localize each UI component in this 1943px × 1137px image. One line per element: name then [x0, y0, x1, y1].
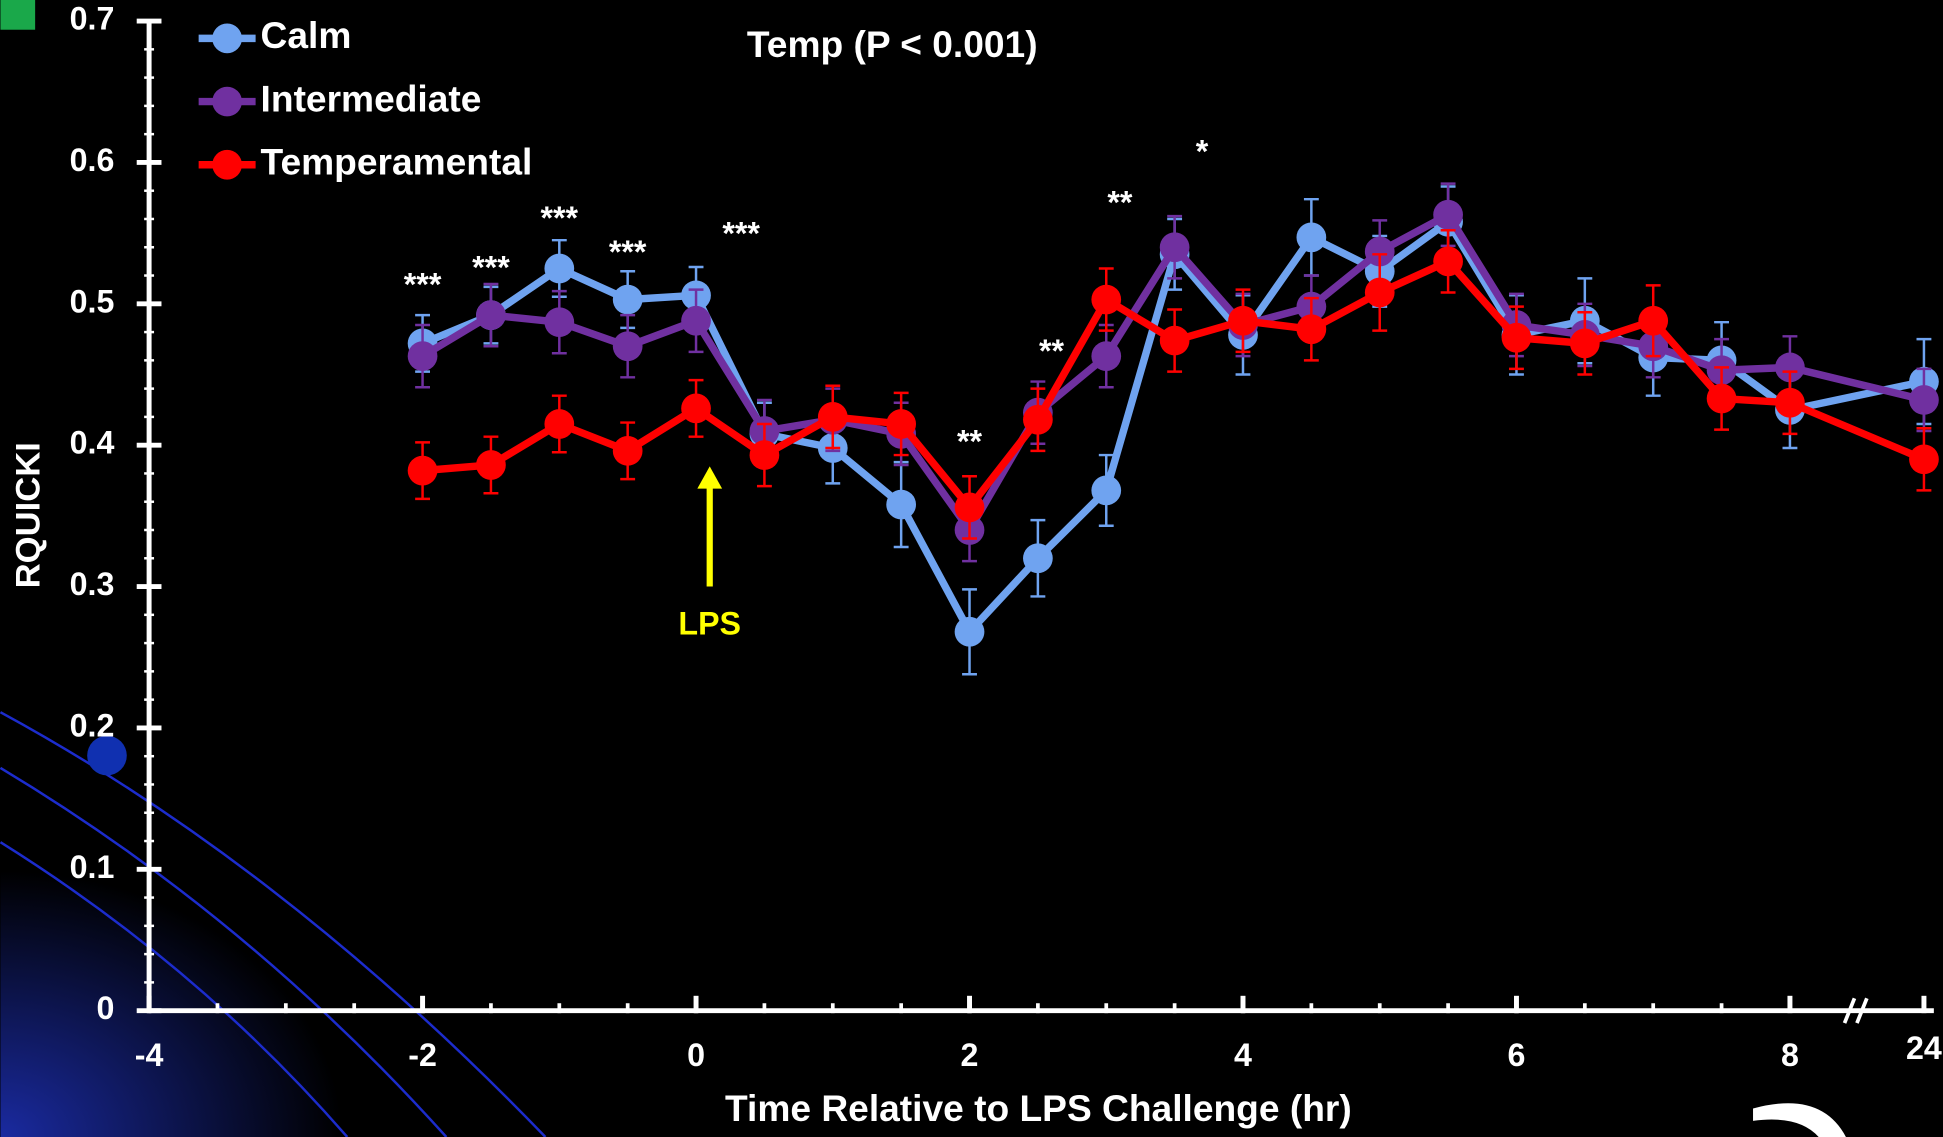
point: [407, 455, 438, 486]
decor-dot: [87, 735, 127, 776]
point: [612, 331, 643, 362]
legend-marker: [212, 23, 242, 54]
x-tick-label: -2: [408, 1037, 437, 1073]
point: [544, 307, 575, 338]
x-tick-label: 4: [1234, 1037, 1252, 1073]
legend-label: Temperamental: [261, 141, 533, 183]
point: [1159, 232, 1190, 263]
point: [1909, 385, 1939, 415]
point: [1433, 199, 1463, 230]
legend-marker: [212, 86, 242, 117]
x-tick-label: 8: [1781, 1037, 1799, 1073]
series-2: [407, 229, 1939, 540]
point: [476, 300, 506, 330]
point: [1023, 404, 1053, 435]
point: [544, 253, 575, 284]
point: [1228, 305, 1258, 336]
point: [954, 492, 985, 523]
y-tick-label: 0.5: [70, 283, 115, 319]
point: [681, 393, 711, 424]
lps-label: LPS: [678, 606, 741, 642]
point: [1364, 236, 1395, 267]
point: [1638, 305, 1669, 336]
annotation: ***: [404, 266, 442, 302]
point: [612, 284, 643, 315]
point: [1433, 246, 1463, 277]
point: [544, 409, 575, 439]
decor-arcs: [0, 711, 547, 1137]
annotation: ***: [541, 200, 579, 236]
annotation: ***: [722, 215, 760, 251]
point: [1501, 322, 1532, 353]
point: [1909, 444, 1939, 475]
x-axis-label: Time Relative to LPS Challenge (hr): [725, 1087, 1352, 1129]
point: [1569, 328, 1600, 359]
y-tick-label: 0.6: [70, 142, 115, 178]
decor-square: [0, 0, 36, 30]
point: [1091, 341, 1122, 371]
point: [1023, 543, 1053, 574]
subtitle: Temp (P < 0.001): [747, 23, 1038, 65]
annotation: ***: [472, 249, 510, 285]
decor-arrow: [1753, 1103, 1846, 1137]
series-line: [420, 211, 1925, 534]
y-tick-label: 0.7: [70, 1, 115, 37]
annotation: **: [1039, 333, 1065, 369]
y-axis-label: RQUICKI: [9, 442, 47, 588]
y-tick-label: 0.3: [70, 566, 115, 602]
y-tick-label: 0.1: [70, 849, 115, 885]
y-tick-label: 0.2: [70, 707, 115, 743]
point: [681, 305, 711, 336]
legend-label: Calm: [261, 14, 352, 56]
annotation: ***: [609, 234, 647, 270]
x-tick-label: 24: [1906, 1030, 1942, 1066]
y-tick-label: 0: [97, 990, 115, 1026]
point: [886, 409, 917, 439]
point: [407, 341, 438, 371]
point: [817, 402, 848, 432]
point: [1775, 352, 1805, 383]
point: [612, 435, 643, 466]
x-tick-label: 0: [687, 1037, 705, 1073]
point: [1364, 277, 1395, 308]
point: [1706, 383, 1737, 414]
point: [1091, 475, 1122, 506]
y-tick-label: 0.4: [70, 425, 115, 461]
point: [954, 616, 985, 647]
annotation: **: [957, 423, 983, 459]
point: [1159, 325, 1190, 356]
x-tick-label: 2: [961, 1037, 979, 1073]
series-line: [422, 257, 1926, 512]
point: [886, 489, 917, 520]
legend-label: Intermediate: [261, 77, 482, 119]
annotation: *: [1196, 133, 1209, 169]
lps-arrow-head: [697, 466, 723, 489]
point: [1775, 387, 1805, 418]
annotation: **: [1107, 184, 1133, 220]
legend-marker: [212, 149, 242, 180]
point: [749, 440, 780, 470]
x-tick-label: 6: [1508, 1037, 1526, 1073]
axis-break: [1842, 997, 1869, 1024]
point: [1296, 222, 1327, 253]
point: [476, 450, 506, 480]
point: [1091, 284, 1122, 315]
x-tick-label: -4: [135, 1037, 164, 1073]
point: [1296, 314, 1327, 345]
